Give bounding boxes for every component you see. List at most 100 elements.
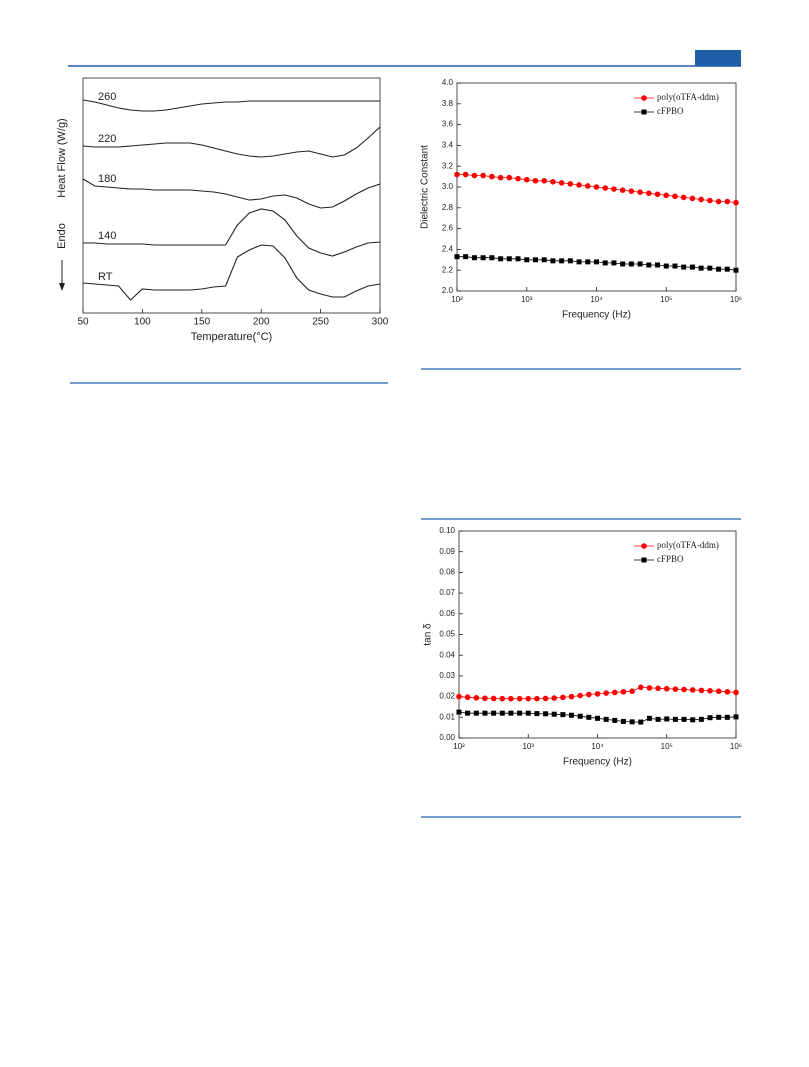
data-point bbox=[489, 255, 495, 261]
data-point bbox=[525, 710, 531, 716]
legend-label: poly(oTFA-ddm) bbox=[657, 92, 719, 102]
data-point bbox=[462, 171, 469, 178]
curve-label: 140 bbox=[98, 230, 116, 242]
data-point bbox=[532, 257, 538, 263]
data-point bbox=[620, 689, 627, 695]
data-point bbox=[463, 254, 469, 260]
data-point bbox=[672, 716, 678, 722]
legend-label: cFPBO bbox=[657, 106, 684, 116]
data-point bbox=[628, 188, 635, 194]
data-point bbox=[698, 716, 704, 722]
x-tick-label: 200 bbox=[253, 317, 270, 328]
data-point bbox=[619, 187, 626, 193]
data-point bbox=[584, 183, 591, 189]
curve-label: 220 bbox=[98, 133, 116, 145]
data-point bbox=[707, 265, 713, 271]
data-point bbox=[646, 715, 652, 721]
y-tick-label: 2.0 bbox=[442, 286, 454, 295]
data-point bbox=[560, 694, 566, 701]
y-tick-label: 3.4 bbox=[442, 141, 454, 150]
data-point bbox=[525, 695, 532, 702]
data-point bbox=[595, 715, 600, 721]
data-point bbox=[541, 177, 547, 184]
data-point bbox=[620, 261, 626, 267]
data-point bbox=[715, 688, 722, 695]
data-point bbox=[576, 182, 582, 188]
series-line bbox=[82, 126, 381, 158]
data-point bbox=[577, 692, 583, 699]
data-point bbox=[733, 714, 739, 720]
data-point bbox=[611, 186, 617, 192]
data-point bbox=[603, 690, 609, 696]
data-point bbox=[508, 695, 514, 702]
data-point bbox=[689, 195, 696, 202]
data-point bbox=[559, 258, 565, 264]
y-axis-label: Heat Flow (W/g) bbox=[56, 118, 68, 197]
series-line bbox=[83, 208, 381, 257]
data-point bbox=[551, 711, 557, 717]
data-point bbox=[655, 262, 661, 268]
x-tick-label: 10³ bbox=[521, 295, 533, 304]
x-tick-label: 150 bbox=[193, 317, 210, 328]
data-point bbox=[532, 177, 539, 184]
data-point bbox=[602, 185, 609, 191]
series-line bbox=[82, 244, 381, 301]
data-point bbox=[681, 716, 687, 722]
data-point bbox=[465, 710, 471, 716]
y-tick-label: 3.0 bbox=[442, 182, 454, 191]
data-point bbox=[716, 714, 722, 720]
data-point bbox=[560, 712, 566, 718]
data-point bbox=[499, 710, 505, 716]
data-point bbox=[586, 714, 592, 720]
data-point bbox=[568, 693, 575, 700]
data-point bbox=[558, 180, 565, 186]
x-tick-label: 250 bbox=[312, 317, 329, 328]
data-point bbox=[672, 263, 678, 269]
data-point bbox=[454, 254, 460, 260]
data-point bbox=[454, 171, 460, 178]
data-point bbox=[733, 267, 739, 273]
data-point bbox=[515, 256, 521, 262]
arrow-head bbox=[59, 283, 65, 291]
data-point bbox=[585, 259, 591, 265]
data-point bbox=[724, 266, 730, 272]
data-point bbox=[456, 693, 462, 700]
data-point bbox=[567, 258, 573, 264]
x-tick-label: 10⁵ bbox=[661, 742, 673, 751]
data-point bbox=[628, 261, 634, 267]
data-point bbox=[715, 198, 722, 205]
data-point bbox=[602, 260, 608, 266]
legend-marker bbox=[641, 557, 647, 563]
data-point bbox=[594, 259, 599, 265]
data-point bbox=[550, 258, 556, 264]
data-point bbox=[464, 694, 471, 701]
y-tick-label: 0.06 bbox=[439, 609, 455, 618]
x-tick-label: 50 bbox=[77, 317, 89, 328]
data-point bbox=[498, 256, 504, 262]
data-point bbox=[473, 695, 480, 701]
data-point bbox=[576, 259, 582, 265]
data-point bbox=[663, 685, 670, 692]
data-point bbox=[603, 716, 609, 722]
curve-label: 260 bbox=[98, 91, 116, 103]
y-tick-label: 3.2 bbox=[442, 161, 454, 170]
data-point bbox=[550, 179, 556, 185]
y-tick-label: 0.07 bbox=[439, 588, 455, 597]
data-point bbox=[594, 691, 601, 697]
data-point bbox=[612, 717, 618, 723]
data-point bbox=[698, 265, 704, 271]
data-point bbox=[698, 687, 705, 694]
y-tick-label: 0.03 bbox=[439, 671, 455, 680]
y-tick-label: 0.02 bbox=[439, 692, 455, 701]
data-point bbox=[517, 710, 523, 716]
data-point bbox=[707, 197, 713, 204]
data-point bbox=[689, 264, 695, 270]
data-point bbox=[491, 710, 497, 716]
y-tick-label: 0.00 bbox=[439, 733, 455, 742]
data-point bbox=[524, 257, 530, 263]
data-point bbox=[637, 261, 643, 267]
data-point bbox=[497, 174, 504, 181]
data-point bbox=[482, 710, 488, 716]
data-point bbox=[707, 688, 713, 694]
